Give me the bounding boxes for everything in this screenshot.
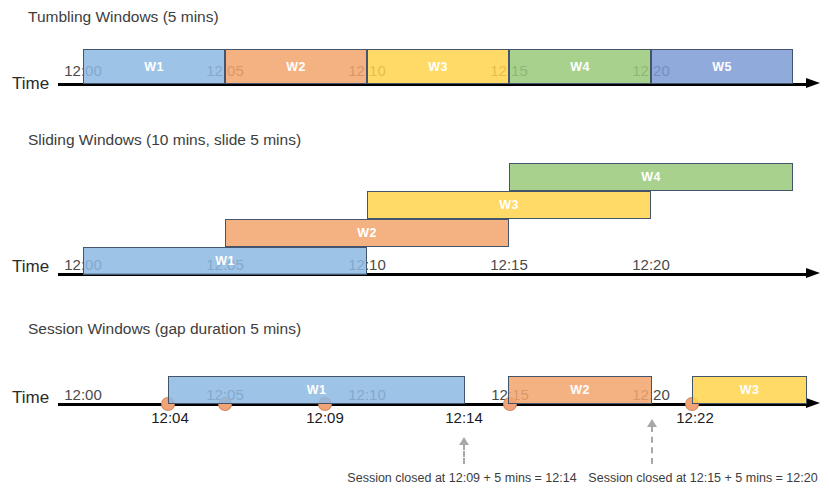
session-annotation-text-2: Session closed at 12:15 + 5 mins = 12:20 xyxy=(588,471,817,485)
sliding-window-bar-w3: W3 xyxy=(367,191,651,219)
session-time-axis-label: Time xyxy=(12,388,49,408)
session-event-time-label-12:22: 12:22 xyxy=(676,409,714,426)
session-window-bar-w1: W1 xyxy=(168,376,465,404)
tumbling-window-bar-w2: W2 xyxy=(225,49,367,84)
session-timeline-arrow-icon xyxy=(806,398,820,408)
session-window-label-w3: W3 xyxy=(740,383,759,397)
sliding-window-bar-w4: W4 xyxy=(509,163,793,191)
sliding-window-label-w4: W4 xyxy=(641,170,660,184)
session-event-time-label-12:14: 12:14 xyxy=(445,409,483,426)
tumbling-time-axis-label: Time xyxy=(12,74,49,94)
tumbling-window-label-w5: W5 xyxy=(712,60,731,74)
session-section-title: Session Windows (gap duration 5 mins) xyxy=(28,320,301,338)
session-window-bar-w3: W3 xyxy=(692,376,807,404)
sliding-section-title: Sliding Windows (10 mins, slide 5 mins) xyxy=(28,131,301,149)
tumbling-window-bar-w4: W4 xyxy=(509,49,651,84)
sliding-window-label-w1: W1 xyxy=(215,254,234,268)
session-event-time-label-12:04: 12:04 xyxy=(151,409,189,426)
sliding-time-axis-label: Time xyxy=(12,257,49,277)
session-window-label-w2: W2 xyxy=(570,383,589,397)
sliding-timeline-arrow-icon xyxy=(806,268,820,278)
sliding-window-bar-w1: W1 xyxy=(83,247,367,275)
sliding-window-label-w2: W2 xyxy=(357,226,376,240)
sliding-window-label-w3: W3 xyxy=(499,198,518,212)
tumbling-window-bar-w5: W5 xyxy=(651,49,793,84)
sliding-window-bar-w2: W2 xyxy=(225,219,509,247)
session-tick-label-12:00: 12:00 xyxy=(64,386,102,403)
tumbling-window-label-w2: W2 xyxy=(286,60,305,74)
session-window-bar-w2: W2 xyxy=(508,376,652,404)
tumbling-window-bar-w1: W1 xyxy=(83,49,225,84)
tumbling-window-bar-w3: W3 xyxy=(367,49,509,84)
tumbling-section-title: Tumbling Windows (5 mins) xyxy=(28,8,219,26)
session-annotation-text-1: Session closed at 12:09 + 5 mins = 12:14 xyxy=(347,471,576,485)
tumbling-window-label-w3: W3 xyxy=(428,60,447,74)
sliding-tick-label-12:15: 12:15 xyxy=(490,256,528,273)
tumbling-timeline-arrow-icon xyxy=(806,78,820,88)
session-window-label-w1: W1 xyxy=(307,383,326,397)
session-annotation-arrow-line xyxy=(651,426,653,464)
session-event-time-label-12:09: 12:09 xyxy=(306,409,344,426)
sliding-tick-label-12:20: 12:20 xyxy=(632,256,670,273)
session-annotation-arrow-line xyxy=(463,444,465,464)
windowing-diagram: Tumbling Windows (5 mins) Sliding Window… xyxy=(0,0,829,498)
tumbling-window-label-w4: W4 xyxy=(570,60,589,74)
tumbling-window-label-w1: W1 xyxy=(144,60,163,74)
